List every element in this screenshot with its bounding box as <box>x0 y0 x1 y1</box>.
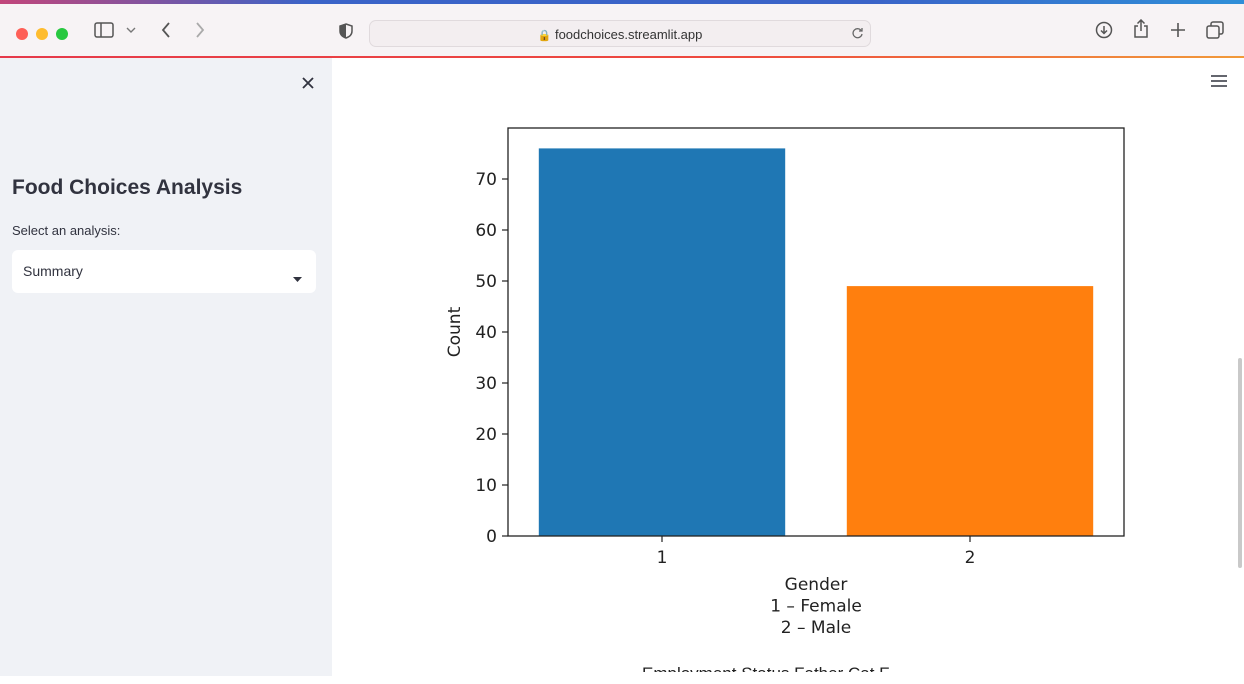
y-tick-label: 0 <box>486 527 497 547</box>
bar-2 <box>846 286 1094 536</box>
browser-toolbar-divider <box>0 56 1244 58</box>
main-content: 0 10 20 30 40 50 60 70 1 2 Gender 1 – Female 2 – Mal… <box>332 58 1244 676</box>
x-axis-label-line: Gender <box>785 575 848 595</box>
address-bar[interactable]: 🔒 foodchoices.streamlit.app <box>369 20 871 47</box>
page-scrollbar[interactable] <box>1238 358 1242 568</box>
x-axis-label-line: 1 – Female <box>770 597 862 617</box>
close-window-button[interactable] <box>16 28 28 40</box>
select-label: Select an analysis: <box>12 223 121 238</box>
share-icon[interactable] <box>1131 18 1151 40</box>
sidebar-title: Food Choices Analysis <box>12 176 243 199</box>
x-tick-label: 2 <box>965 548 976 568</box>
y-tick-label: 70 <box>475 170 497 190</box>
tab-overview-icon[interactable] <box>1205 20 1225 40</box>
y-tick-label: 20 <box>475 425 497 445</box>
y-axis-label: Count <box>445 306 465 357</box>
url-text: 🔒 foodchoices.streamlit.app <box>537 27 703 42</box>
reload-icon[interactable] <box>851 27 864 45</box>
downloads-icon[interactable] <box>1094 20 1114 40</box>
y-tick-label: 40 <box>475 323 497 343</box>
privacy-shield-icon[interactable] <box>336 20 356 42</box>
sidebar: Food Choices Analysis Select an analysis… <box>0 58 332 676</box>
y-tick-label: 30 <box>475 374 497 394</box>
menu-icon[interactable] <box>1210 74 1228 88</box>
caret-down-icon <box>293 269 302 287</box>
back-icon[interactable] <box>156 20 176 40</box>
minimize-window-button[interactable] <box>36 28 48 40</box>
x-tick-label: 1 <box>657 548 668 568</box>
bar-1 <box>538 148 786 536</box>
y-tick-label: 10 <box>475 476 497 496</box>
sidebar-toggle-icon[interactable] <box>92 20 116 40</box>
analysis-select-value: Summary <box>23 263 83 279</box>
forward-icon[interactable] <box>190 20 210 40</box>
next-chart-title-partial: Employment Status Father Cat F... <box>642 664 902 683</box>
chevron-down-icon[interactable] <box>124 24 138 36</box>
browser-toolbar: 🔒 foodchoices.streamlit.app <box>0 4 1244 56</box>
zoom-window-button[interactable] <box>56 28 68 40</box>
close-sidebar-icon[interactable] <box>298 73 318 93</box>
x-axis-label-line: 2 – Male <box>781 618 851 638</box>
new-tab-icon[interactable] <box>1168 20 1188 40</box>
analysis-select[interactable]: Summary <box>12 250 316 293</box>
browser-accent-strip <box>0 0 1244 4</box>
y-tick-label: 50 <box>475 272 497 292</box>
lock-icon: 🔒 <box>537 30 552 42</box>
y-tick-label: 60 <box>475 221 497 241</box>
